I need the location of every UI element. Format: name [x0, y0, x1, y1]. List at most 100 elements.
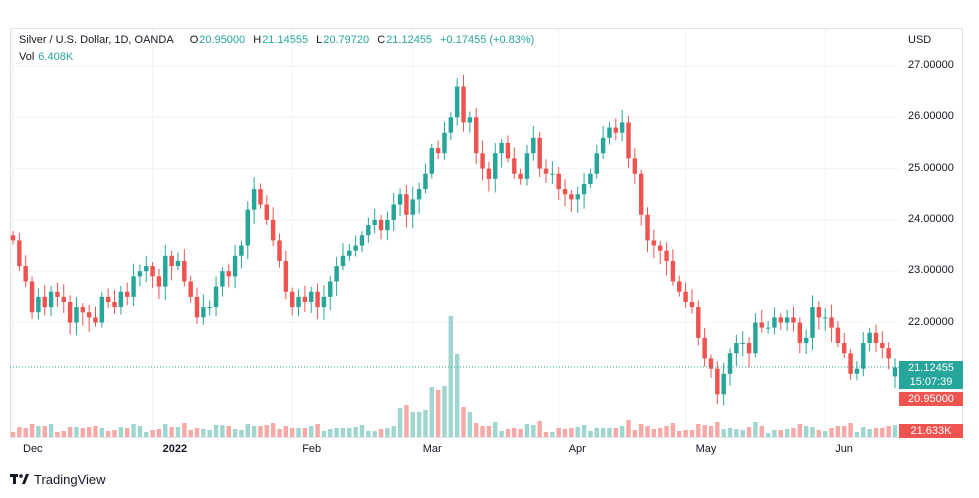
volume-bar [556, 428, 561, 437]
candle-body [512, 158, 517, 174]
candle-body [803, 337, 809, 344]
candle-body [613, 127, 619, 133]
volume-bar [404, 405, 409, 437]
candle-body [677, 281, 682, 292]
volume-bar [734, 429, 739, 437]
candle-body [296, 296, 301, 308]
candle-body [61, 296, 66, 302]
candle-body [505, 142, 511, 159]
volume-bar [772, 430, 777, 437]
volume-bar [543, 432, 549, 437]
symbol-label[interactable]: Silver / U.S. Dollar, 1D, OANDA [19, 34, 174, 46]
volume-bar [727, 428, 733, 437]
candle-body [791, 317, 796, 323]
candle-body [448, 117, 454, 133]
candle-body [144, 266, 149, 272]
volume-bar [353, 427, 358, 437]
open-price-tag: 20.95000 [899, 392, 963, 406]
volume-bar [55, 432, 60, 437]
volume-bar [251, 426, 257, 437]
volume-bar [220, 425, 225, 437]
time-tick-label: Jun [835, 443, 853, 455]
candle-body [454, 86, 460, 118]
candle-body [391, 204, 396, 220]
candle-body [581, 183, 587, 195]
volume-bar [759, 426, 764, 437]
price-tick-label: 26.00000 [908, 110, 954, 123]
candle-body [499, 142, 504, 154]
candle-body [696, 307, 701, 338]
candle-body [36, 296, 41, 313]
low-label: L [316, 34, 323, 46]
candle-body [689, 301, 695, 308]
volume-bar [131, 424, 136, 437]
volume-bar [296, 428, 301, 437]
volume-bar [321, 431, 327, 437]
volume-bar [854, 432, 860, 437]
symbol-legend: Silver / U.S. Dollar, 1D, OANDA O20.9500… [19, 34, 535, 46]
time-tick-label: Mar [422, 443, 442, 455]
candle-body [321, 296, 327, 308]
close-label: C [377, 34, 386, 46]
volume-bar [835, 426, 841, 437]
candle-body [797, 322, 803, 344]
volume-bar [397, 408, 403, 437]
candle-body [137, 271, 143, 277]
candle-body [207, 307, 212, 309]
volume-bar [607, 428, 612, 437]
high-label: H [253, 34, 262, 46]
time-tick-label: Apr [568, 443, 586, 455]
candle-body [309, 291, 314, 302]
volume-bar [245, 424, 250, 437]
volume-bar [118, 427, 124, 437]
candle-body [23, 266, 28, 282]
volume-bar [867, 429, 872, 437]
volume-bar [873, 428, 879, 437]
footer[interactable]: TradingView [10, 472, 106, 487]
candle-body [518, 173, 523, 179]
close-value: 21.12455 [386, 34, 433, 46]
volume-bar [626, 420, 631, 437]
candle-body [315, 291, 320, 308]
candle-body [683, 291, 688, 302]
volume-bar [175, 427, 181, 437]
volume-bar [385, 428, 390, 437]
currency-label[interactable]: USD [908, 34, 932, 46]
open-value: 20.95000 [199, 34, 246, 46]
candle-body [873, 332, 879, 344]
candle-body [632, 158, 638, 174]
volume-bar [435, 390, 441, 437]
volume-label[interactable]: Vol [19, 51, 35, 63]
candle-body [93, 317, 98, 323]
candle-body [423, 173, 428, 190]
volume-bar [651, 429, 657, 437]
candle-body [848, 353, 853, 374]
candle-body [658, 245, 663, 251]
candle-body [575, 194, 580, 200]
countdown-value: 15:07:39 [909, 376, 953, 388]
candle-body [328, 281, 333, 297]
volume-bar [23, 428, 28, 437]
candle-body [829, 317, 834, 328]
volume-tag: 21.633K [899, 424, 963, 438]
volume-bar [334, 428, 339, 437]
volume-bar [493, 422, 498, 437]
candle-body [467, 117, 473, 123]
volume-bar [822, 431, 828, 437]
candle-body [473, 117, 479, 154]
candle-body [258, 189, 263, 205]
volume-bar [93, 426, 98, 437]
candle-body [264, 204, 270, 220]
volume-bar [74, 427, 79, 437]
volume-bar [258, 426, 263, 437]
candle-body [150, 266, 155, 277]
candle-body [17, 240, 22, 267]
volume-bar [886, 426, 891, 437]
volume-bar [569, 428, 574, 437]
candle-body [156, 276, 162, 287]
candle-body [435, 148, 441, 154]
volume-bar [829, 428, 834, 437]
candle-body [397, 194, 403, 205]
volume-bar [765, 433, 771, 437]
